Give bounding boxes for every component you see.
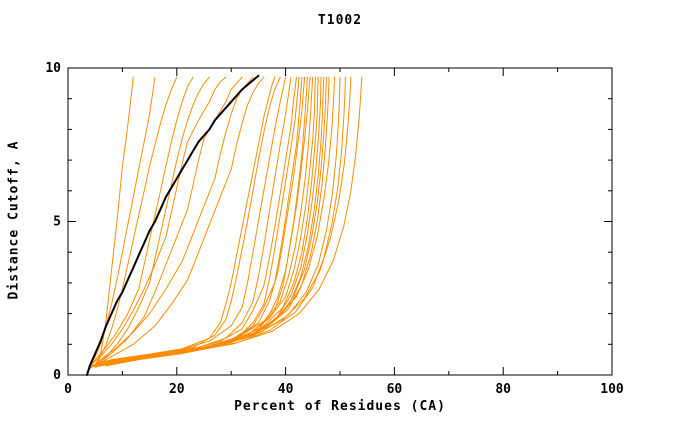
series-line-model-20 (94, 76, 314, 367)
x-tick-label: 60 (387, 382, 403, 397)
chart-title: T1002 (317, 13, 363, 28)
series-line-model-06 (89, 76, 227, 367)
series-line-model-08 (89, 76, 254, 370)
series-line-model-31 (100, 76, 363, 366)
series-line-model-21 (100, 76, 316, 367)
x-tick-label: 20 (169, 382, 185, 397)
y-tick-label: 10 (45, 61, 61, 76)
series-line-model-05 (94, 76, 210, 367)
series-line-model-09 (94, 76, 265, 367)
series-line-model-03 (94, 76, 178, 367)
series-line-model-01 (94, 76, 134, 367)
series-line-model-07 (94, 76, 243, 367)
series-line-model-10 (89, 76, 276, 367)
series-line-model-highlight (86, 74, 260, 376)
series-line-model-24 (94, 76, 325, 367)
y-tick-label: 5 (53, 215, 61, 230)
x-tick-label: 80 (495, 382, 511, 397)
x-tick-label: 40 (278, 382, 294, 397)
series-line-model-30 (94, 76, 352, 367)
x-tick-label: 0 (64, 382, 72, 397)
x-axis-label: Percent of Residues (CA) (234, 399, 446, 414)
y-axis-label: Distance Cutoff, A (6, 140, 22, 300)
series-line-model-25 (100, 76, 327, 367)
y-tick-label: 0 (53, 368, 61, 383)
x-tick-label: 100 (600, 382, 624, 397)
